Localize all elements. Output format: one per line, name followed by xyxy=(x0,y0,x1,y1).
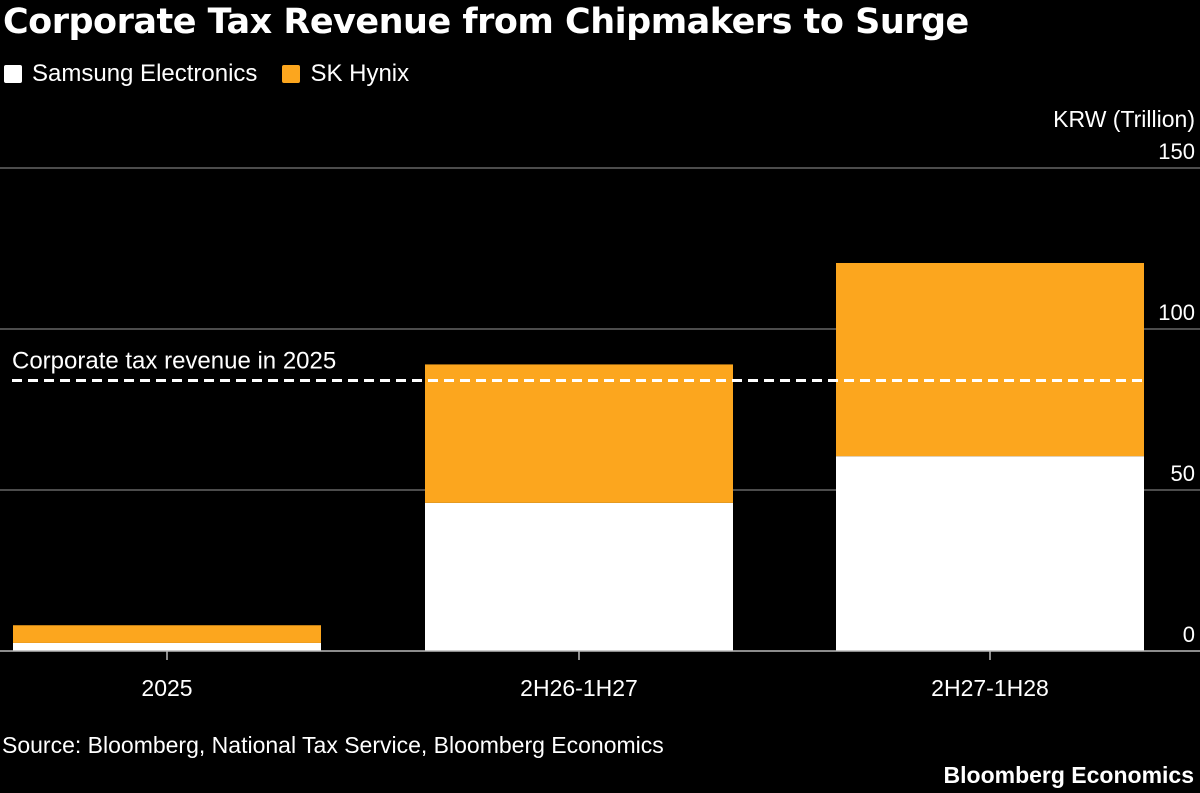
bar-samsung-electronics-2h26-1h27 xyxy=(425,502,733,651)
x-tick-label-2025: 2025 xyxy=(141,675,192,701)
y-axis-unit-label: KRW (Trillion) xyxy=(1053,106,1195,132)
bar-sk-hynix-2h27-1h28 xyxy=(836,262,1144,457)
bar-samsung-electronics-2025 xyxy=(13,642,321,651)
legend-label-samsung: Samsung Electronics xyxy=(32,60,258,87)
legend-swatch-sk-hynix xyxy=(282,65,301,83)
bar-samsung-electronics-2h27-1h28 xyxy=(836,456,1144,651)
source-note: Source: Bloomberg, National Tax Service,… xyxy=(2,732,664,758)
bar-sk-hynix-2025 xyxy=(13,625,321,643)
y-tick-label-50: 50 xyxy=(1171,461,1195,486)
y-tick-label-100: 100 xyxy=(1158,300,1195,325)
brand-label: Bloomberg Economics xyxy=(943,762,1194,788)
y-tick-label-150: 150 xyxy=(1158,139,1195,164)
bar-sk-hynix-2h26-1h27 xyxy=(425,364,733,503)
legend-item-samsung: Samsung Electronics xyxy=(4,60,257,88)
legend: Samsung Electronics SK Hynix xyxy=(4,60,434,88)
legend-swatch-samsung xyxy=(4,65,22,83)
x-tick-label-2h26-1h27: 2H26-1H27 xyxy=(520,675,638,701)
y-tick-label-0: 0 xyxy=(1183,622,1195,647)
chart-title: Corporate Tax Revenue from Chipmakers to… xyxy=(3,2,969,42)
reference-line-label: Corporate tax revenue in 2025 xyxy=(12,348,336,375)
legend-label-sk-hynix: SK Hynix xyxy=(310,60,410,87)
legend-item-sk-hynix: SK Hynix xyxy=(282,60,409,88)
x-tick-label-2h27-1h28: 2H27-1H28 xyxy=(931,675,1049,701)
